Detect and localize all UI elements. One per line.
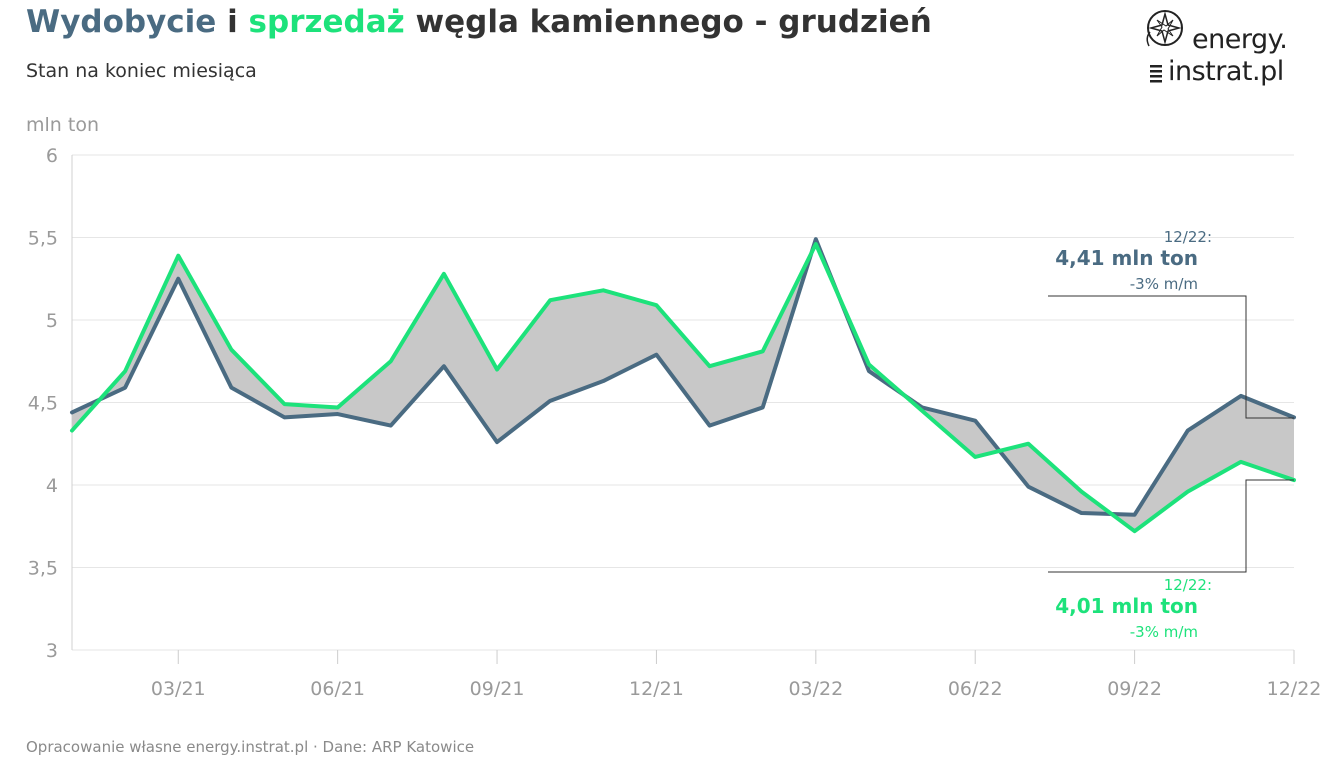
logo-bars-icon (1150, 65, 1162, 83)
x-tick-label: 12/21 (629, 678, 684, 700)
annotation-top-value: 4,41 mln ton (1055, 246, 1198, 270)
title-wydobycie: Wydobycie (26, 4, 217, 40)
x-ticks: 03/21 06/21 09/21 12/21 03/22 06/22 09/22 12/22 (151, 650, 1322, 700)
x-tick-label: 03/22 (788, 678, 843, 700)
series-line-wydobycie (70, 237, 1296, 517)
title-connector: i (216, 4, 249, 40)
annotation-leader-bottom (1048, 479, 1294, 573)
x-tick-label: 09/21 (470, 678, 525, 700)
chart-title: Wydobycie i sprzedaż węgla kamiennego - … (26, 4, 932, 40)
x-tick-label: 03/21 (151, 678, 206, 700)
series-line-sprzedaz (70, 242, 1296, 534)
logo-text-instrat: instrat.pl (1168, 56, 1284, 87)
annotation-top-date: 12/22: (1164, 228, 1212, 246)
logo-text-energy: energy. (1192, 24, 1288, 55)
x-tick-label: 12/22 (1267, 678, 1322, 700)
gap-fill (72, 239, 1294, 532)
source-footer: Opracowanie własne energy.instrat.pl · D… (26, 738, 475, 756)
annotation-bottom-date: 12/22: (1164, 576, 1212, 594)
energy-instrat-logo: energy. instrat.pl (1138, 4, 1308, 90)
series-lines (70, 237, 1296, 534)
y-tick-labels: 3 3,5 4 4,5 5 5,5 6 (28, 145, 58, 662)
y-tick-label: 3,5 (28, 558, 58, 580)
y-axis-label: mln ton (26, 114, 99, 136)
x-tick-label: 06/22 (948, 678, 1003, 700)
title-rest: węgla kamiennego - grudzień (404, 4, 932, 40)
y-tick-label: 5,5 (28, 228, 58, 250)
grid-lines (71, 154, 1294, 651)
annotations: 12/22: 4,41 mln ton -3% m/m 12/22: 4,01 … (1048, 228, 1294, 641)
y-tick-label: 4 (46, 475, 58, 497)
wind-rose-icon (1146, 10, 1183, 47)
difference-area (72, 239, 1294, 532)
y-tick-label: 4,5 (28, 393, 58, 415)
annotation-top-change: -3% m/m (1130, 275, 1198, 293)
y-tick-label: 6 (46, 145, 58, 167)
y-tick-label: 5 (46, 310, 58, 332)
title-sprzedaz: sprzedaż (248, 4, 405, 40)
x-tick-label: 06/21 (310, 678, 365, 700)
annotation-bottom-change: -3% m/m (1130, 623, 1198, 641)
y-tick-label: 3 (46, 640, 58, 662)
chart-subtitle: Stan na koniec miesiąca (26, 60, 257, 82)
annotation-leader-top (1048, 295, 1294, 419)
x-tick-label: 09/22 (1107, 678, 1162, 700)
annotation-bottom-value: 4,01 mln ton (1055, 594, 1198, 618)
